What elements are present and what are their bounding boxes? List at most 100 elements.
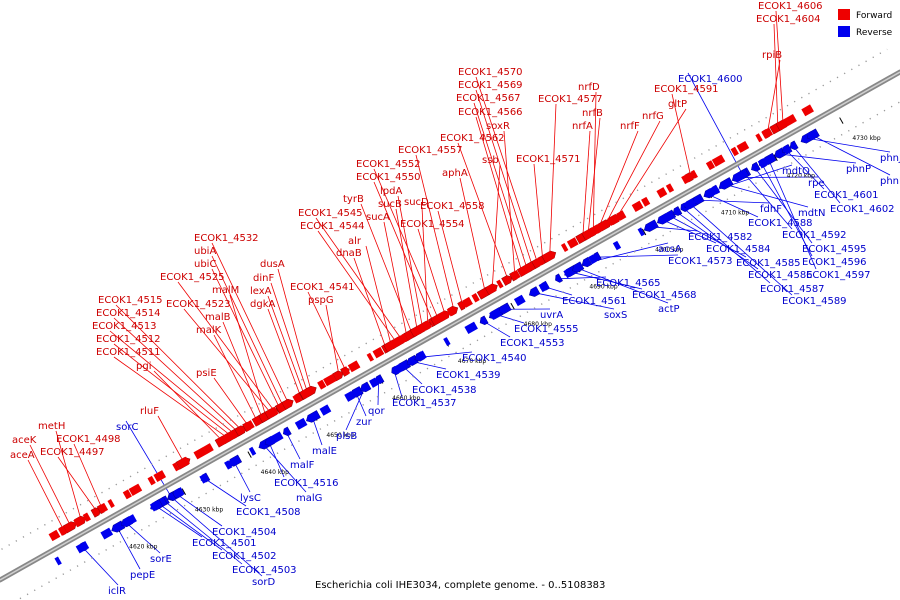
filler-gene	[147, 475, 156, 486]
gene-label-ECOK1_4502: ECOK1_4502	[212, 551, 277, 562]
gene-label-ECOK1_4587: ECOK1_4587	[760, 284, 825, 295]
reverse-gene-ECOK1_4582	[643, 219, 659, 232]
kbp-tick-label: 4660 kbp	[392, 395, 420, 402]
legend-label-reverse: Reverse	[856, 28, 893, 38]
leader-line-tyrB	[360, 203, 413, 334]
leader-line-nrfF	[598, 130, 639, 229]
gene-block	[368, 377, 380, 388]
gene-block	[665, 183, 675, 193]
gene-label-ECOK1_4582: ECOK1_4582	[688, 232, 753, 243]
filler-gene	[174, 487, 185, 498]
gene-label-ECOK1_4600: ECOK1_4600	[678, 74, 743, 85]
kbp-tick-label: 4650 kbp	[326, 432, 354, 439]
leader-line-ECOK1_4565	[558, 276, 607, 280]
filler-gene	[641, 196, 651, 207]
filler-gene	[656, 187, 668, 199]
filler-gene	[757, 158, 768, 169]
gene-label-acsA: acsA	[658, 244, 682, 255]
gene-block	[292, 393, 303, 404]
gene-label-rpe: rpe	[808, 178, 825, 189]
filler-gene	[149, 500, 161, 512]
gene-label-ECOK1_4569: ECOK1_4569	[458, 80, 523, 91]
gene-arrow	[360, 381, 372, 393]
leader-line-ECOK1_4592	[744, 173, 793, 230]
gene-block	[125, 514, 137, 526]
gene-label-ECOK1_4532: ECOK1_4532	[194, 233, 259, 244]
gene-block	[658, 211, 673, 225]
gene-block	[317, 379, 327, 390]
filler-gene	[631, 200, 644, 213]
gene-block	[733, 171, 744, 183]
gene-arrow	[168, 491, 177, 501]
reverse-gene-ECOK1_4565	[555, 273, 563, 283]
filler-gene	[224, 460, 233, 470]
gene-block	[323, 373, 337, 387]
gene-label-malF: malF	[290, 460, 315, 471]
reverse-gene-actP	[572, 261, 585, 273]
gene-block	[755, 133, 763, 143]
forward-gene-pspG	[332, 370, 344, 382]
leader-line-fdhF	[697, 199, 771, 204]
gene-arrow	[498, 302, 512, 315]
leader-line-dusA	[277, 268, 312, 391]
gene-label-ECOK1_4508: ECOK1_4508	[236, 507, 301, 518]
gene-label-lysC: lysC	[240, 493, 261, 504]
gene-block	[252, 416, 262, 427]
kbp-tick-label: 4690 kbp	[589, 284, 617, 291]
gene-block	[174, 487, 185, 498]
leader-line-gltP	[615, 108, 687, 219]
gene-label-nrfG: nrfG	[642, 111, 664, 122]
gene-label-malM: malM	[212, 285, 239, 296]
leader-line-ECOK1_4604	[773, 23, 779, 128]
gene-label-ECOK1_4591: ECOK1_4591	[654, 84, 719, 95]
filler-gene	[446, 306, 456, 317]
kbp-tick-label: 4630 kbp	[195, 506, 223, 513]
gene-label-dinF: dinF	[253, 273, 274, 284]
leader-line-ECOK1_4600	[687, 72, 743, 175]
filler-gene	[517, 264, 531, 277]
gene-label-ECOK1_4568: ECOK1_4568	[632, 290, 697, 301]
gene-label-ECOK1_4588: ECOK1_4588	[748, 218, 813, 229]
gene-label-phnL: phnL	[880, 176, 900, 187]
gene-label-malE: malE	[312, 446, 337, 457]
leader-line-ECOK1_4532	[211, 242, 289, 404]
gene-block	[149, 500, 161, 512]
filler-gene	[270, 431, 284, 444]
leader-line-aceK	[29, 444, 72, 527]
kbp-tick-mark	[641, 228, 647, 236]
filler-gene	[153, 470, 167, 482]
reverse-gene-ECOK1_4553	[479, 315, 489, 326]
filler-gene	[606, 214, 620, 227]
backbone-highlight	[0, 71, 900, 581]
leader-line-nrfA	[582, 130, 591, 238]
gene-label-ECOK1_4511: ECOK1_4511	[96, 347, 161, 358]
leader-line-ECOK1_4601	[785, 149, 825, 190]
gene-label-phnP: phnP	[846, 164, 871, 175]
leader-line-ECOK1_4553	[482, 320, 511, 338]
leader-line-malM	[229, 294, 267, 417]
kbp-tick-mark	[839, 117, 844, 124]
filler-gene	[489, 308, 502, 321]
gene-arrow	[672, 206, 683, 216]
gene-arrow	[751, 161, 761, 172]
leader-line-malB	[222, 321, 263, 419]
filler-gene	[538, 281, 550, 293]
leader-line-ECOK1_4550	[373, 181, 434, 322]
gene-block	[708, 184, 721, 197]
filler-gene	[582, 227, 596, 240]
leader-line-ECOK1_4540	[418, 351, 473, 358]
gene-block	[683, 198, 697, 211]
filler-gene	[683, 198, 697, 211]
leader-line-ECOK1_4602	[792, 145, 841, 204]
leader-line-ECOK1_4597	[768, 159, 817, 270]
gene-label-sucB: sucB	[378, 199, 402, 210]
gene-label-lexA: lexA	[250, 286, 272, 297]
gene-block	[542, 250, 555, 263]
reverse-gene-uvrA	[498, 302, 512, 315]
gene-block	[496, 279, 504, 289]
leader-line-ECOK1_4557	[415, 154, 455, 311]
gene-block	[387, 337, 402, 350]
leader-line-ECOK1_4541	[307, 291, 347, 372]
gene-label-ECOK1_4592: ECOK1_4592	[782, 230, 847, 241]
gene-label-ECOK1_4523: ECOK1_4523	[166, 299, 231, 310]
